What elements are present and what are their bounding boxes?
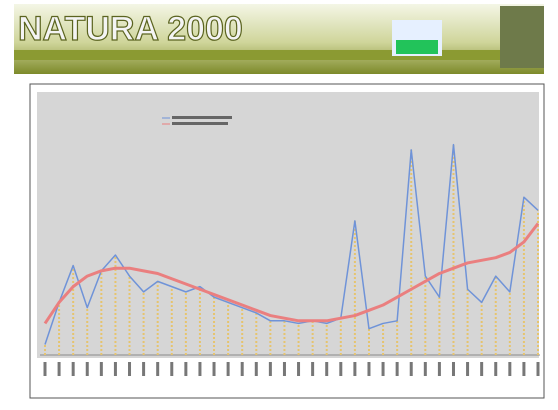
x-tick-label-blur <box>170 362 174 376</box>
legend-text-blur <box>172 122 228 125</box>
x-tick-label-blur <box>43 362 47 376</box>
x-tick-label-blur <box>282 362 286 376</box>
x-tick-label-blur <box>311 362 315 376</box>
x-tick-label-blur <box>57 362 61 376</box>
logo-green <box>396 40 438 54</box>
x-tick-label-blur <box>494 362 498 376</box>
x-tick-label-blur <box>423 362 427 376</box>
header-title: NATURA 2000 <box>18 10 243 48</box>
header-banner <box>14 4 544 74</box>
x-tick-label-blur <box>536 362 540 376</box>
x-tick-label-blur <box>85 362 89 376</box>
x-tick-label-blur <box>297 362 301 376</box>
x-tick-label-blur <box>254 362 258 376</box>
x-tick-label-blur <box>226 362 230 376</box>
header-stripe <box>14 50 544 60</box>
x-tick-label-blur <box>113 362 117 376</box>
x-tick-label-blur <box>522 362 526 376</box>
x-tick-label-blur <box>325 362 329 376</box>
x-tick-label-blur <box>367 362 371 376</box>
x-tick-label-blur <box>395 362 399 376</box>
x-tick-label-blur <box>480 362 484 376</box>
x-tick-label-blur <box>99 362 103 376</box>
x-tick-label-blur <box>184 362 188 376</box>
x-tick-label-blur <box>451 362 455 376</box>
x-tick-label-blur <box>437 362 441 376</box>
x-tick-label-blur <box>128 362 132 376</box>
x-tick-label-blur <box>212 362 216 376</box>
legend-text-blur <box>172 116 232 119</box>
x-tick-label-blur <box>142 362 146 376</box>
x-tick-label-blur <box>339 362 343 376</box>
x-tick-label-blur <box>156 362 160 376</box>
x-tick-label-blur <box>409 362 413 376</box>
x-tick-label-blur <box>240 362 244 376</box>
x-tick-label-blur <box>353 362 357 376</box>
plot-area <box>37 92 539 358</box>
legend <box>162 116 232 125</box>
x-tick-label-blur <box>466 362 470 376</box>
x-tick-label-blur <box>268 362 272 376</box>
x-tick-label-blur <box>508 362 512 376</box>
x-tick-label-blur <box>198 362 202 376</box>
header-photo <box>500 6 544 68</box>
x-tick-label-blur <box>71 362 75 376</box>
x-tick-label-blur <box>381 362 385 376</box>
series-line <box>44 143 539 345</box>
series-line <box>43 222 540 325</box>
